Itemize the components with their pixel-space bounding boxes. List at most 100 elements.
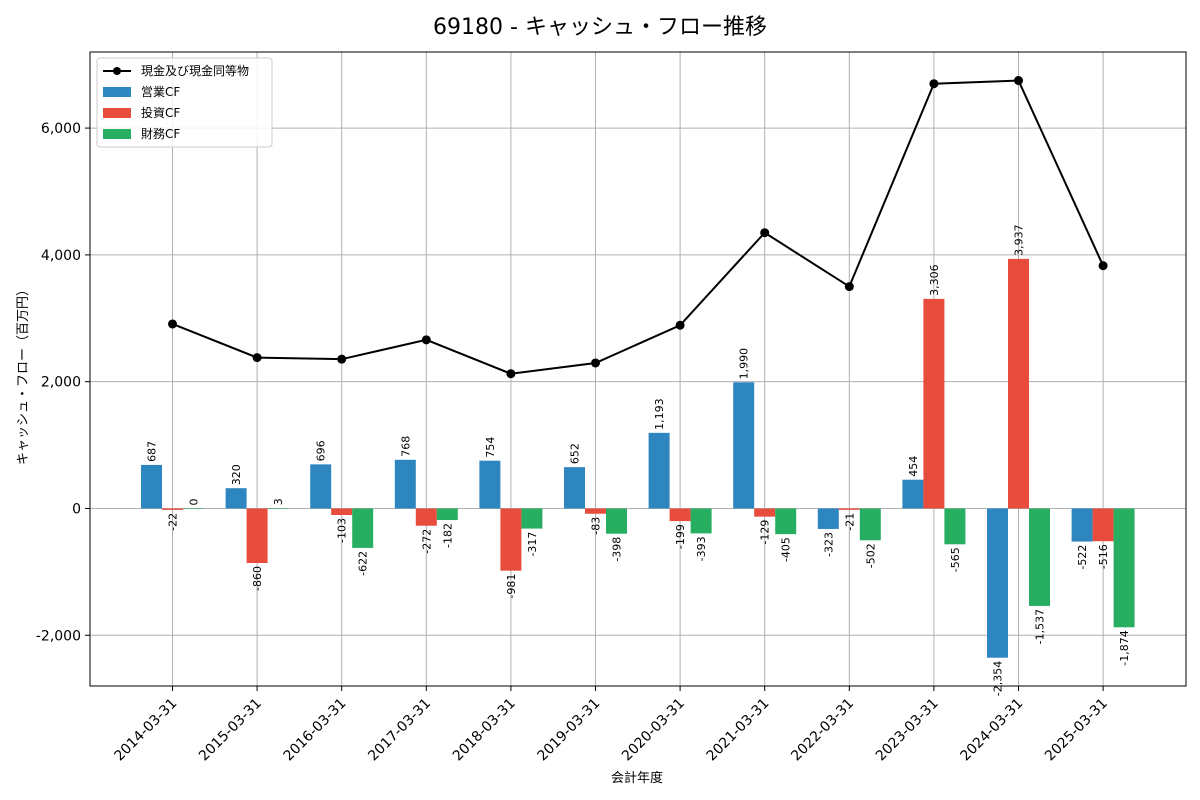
- legend-label: 営業CF: [141, 85, 180, 99]
- plot-frame: [89, 51, 1187, 687]
- x-tick-label: 2025-03-31: [1042, 696, 1111, 765]
- bar-label: 1,193: [653, 398, 666, 430]
- bar-label: -129: [759, 520, 772, 545]
- bar-投資CF-2022-03-31: [838, 508, 860, 510]
- bar-label: -21: [843, 513, 856, 531]
- bar-財務CF-2017-03-31: [436, 508, 458, 521]
- bar-label: 768: [399, 436, 412, 457]
- bar-label: -516: [1097, 544, 1110, 569]
- bar-label: -22: [167, 513, 180, 531]
- bar-投資CF-2023-03-31: [923, 298, 945, 509]
- legend-swatch: [103, 129, 131, 139]
- bar-label: -981: [505, 574, 518, 599]
- x-tick-label: 2023-03-31: [873, 696, 942, 765]
- line-point-2020-03-31: [675, 320, 685, 330]
- bar-label: 454: [907, 456, 920, 477]
- bar-営業CF-2016-03-31: [310, 464, 332, 509]
- cash-line: [168, 76, 1108, 379]
- bar-財務CF-2016-03-31: [352, 508, 374, 548]
- legend-label: 現金及び現金同等物: [141, 63, 249, 78]
- legend-box: [96, 57, 273, 148]
- bar-label: 696: [315, 440, 328, 461]
- x-axis-label: 会計年度: [611, 770, 663, 786]
- bar-label: -182: [441, 523, 454, 548]
- x-tick-label: 2020-03-31: [619, 696, 688, 765]
- bar-label: -103: [336, 518, 349, 543]
- x-tick-label: 2016-03-31: [281, 696, 350, 765]
- bar-営業CF-2019-03-31: [564, 467, 585, 509]
- y-axis-label: キャッシュ・フロー（百万円）: [16, 283, 31, 465]
- bar-label: -199: [674, 524, 687, 549]
- bar-投資CF-2024-03-31: [1008, 258, 1029, 509]
- bar-投資CF-2015-03-31: [246, 508, 268, 564]
- bar-投資CF-2025-03-31: [1092, 508, 1114, 542]
- bar-財務CF-2021-03-31: [775, 508, 797, 535]
- bar-label: -405: [780, 537, 793, 562]
- bar-投資CF-2020-03-31: [669, 508, 691, 522]
- bar-財務CF-2015-03-31: [267, 508, 289, 509]
- legend-swatch: [103, 87, 131, 97]
- x-tick-label: 2018-03-31: [450, 696, 519, 765]
- line-point-2019-03-31: [591, 358, 600, 368]
- legend-label: 投資CF: [141, 105, 180, 120]
- y-tick-label: 6,000: [41, 121, 81, 137]
- line-point-2015-03-31: [252, 353, 262, 363]
- x-tick-label: 2022-03-31: [788, 696, 857, 765]
- legend-label: 財務CF: [141, 126, 180, 141]
- line-point-2014-03-31: [168, 319, 177, 329]
- bar-label: 3,306: [928, 264, 941, 296]
- x-axis: 2014-03-31 2015-03-31 2016-03-31 2017-03-31…: [111, 686, 1111, 765]
- data-labels: 687 320 696 768 754 652 1,193 1,990 -323 454 -2,35…: [146, 224, 1132, 696]
- bar-label: 3: [272, 498, 285, 505]
- line-現金及び現金同等物: [172, 79, 1105, 375]
- bar-label: -1,874: [1118, 630, 1131, 665]
- bar-財務CF-2019-03-31: [606, 508, 627, 534]
- bar-label: -860: [251, 566, 264, 591]
- x-tick-label: 2015-03-31: [196, 696, 265, 765]
- line-point-2023-03-31: [929, 79, 939, 89]
- bar-label: 652: [569, 443, 582, 464]
- bar-営業CF-2021-03-31: [733, 382, 755, 509]
- bar-営業CF-2014-03-31: [141, 464, 162, 509]
- bar-財務CF-2023-03-31: [944, 508, 966, 545]
- line-point-2025-03-31: [1098, 261, 1108, 271]
- bar-label: -622: [357, 551, 370, 576]
- line-point-2024-03-31: [1014, 76, 1023, 86]
- y-tick-label: 0: [72, 501, 81, 517]
- bar-財務CF-2020-03-31: [690, 508, 712, 534]
- bar-営業CF-2015-03-31: [225, 488, 247, 509]
- bar-財務CF-2018-03-31: [521, 508, 543, 529]
- bar-label: 320: [230, 464, 243, 485]
- line-point-2022-03-31: [844, 282, 854, 292]
- bar-投資CF-2016-03-31: [331, 508, 353, 516]
- bars: [141, 258, 1135, 658]
- bar-財務CF-2014-03-31: [183, 508, 204, 509]
- y-tick-label: 2,000: [41, 375, 81, 391]
- bar-投資CF-2017-03-31: [415, 508, 437, 526]
- bar-営業CF-2017-03-31: [394, 459, 416, 509]
- bar-label: 0: [188, 498, 201, 505]
- bar-財務CF-2024-03-31: [1029, 508, 1050, 606]
- grid: [90, 52, 1186, 686]
- line-point-2017-03-31: [421, 335, 431, 345]
- x-tick-label: 2017-03-31: [365, 696, 434, 765]
- bar-財務CF-2022-03-31: [859, 508, 881, 541]
- bar-label: -317: [526, 532, 539, 557]
- y-axis: -2,000 0 2,000 4,000 6,000: [36, 121, 90, 644]
- chart-title: 69180 - キャッシュ・フロー推移: [433, 15, 767, 40]
- x-tick-label: 2019-03-31: [534, 696, 603, 765]
- bar-営業CF-2025-03-31: [1071, 508, 1093, 542]
- bar-営業CF-2022-03-31: [817, 508, 839, 529]
- line-point-2018-03-31: [506, 369, 516, 379]
- bar-label: -323: [822, 532, 835, 557]
- bar-投資CF-2014-03-31: [162, 508, 183, 510]
- bar-label: -393: [695, 536, 708, 561]
- bar-label: -522: [1076, 545, 1089, 570]
- bar-label: 754: [484, 437, 497, 458]
- bar-label: -565: [949, 547, 962, 572]
- bar-label: 1,990: [738, 348, 751, 380]
- bar-営業CF-2024-03-31: [987, 508, 1008, 658]
- legend-marker: [113, 67, 121, 75]
